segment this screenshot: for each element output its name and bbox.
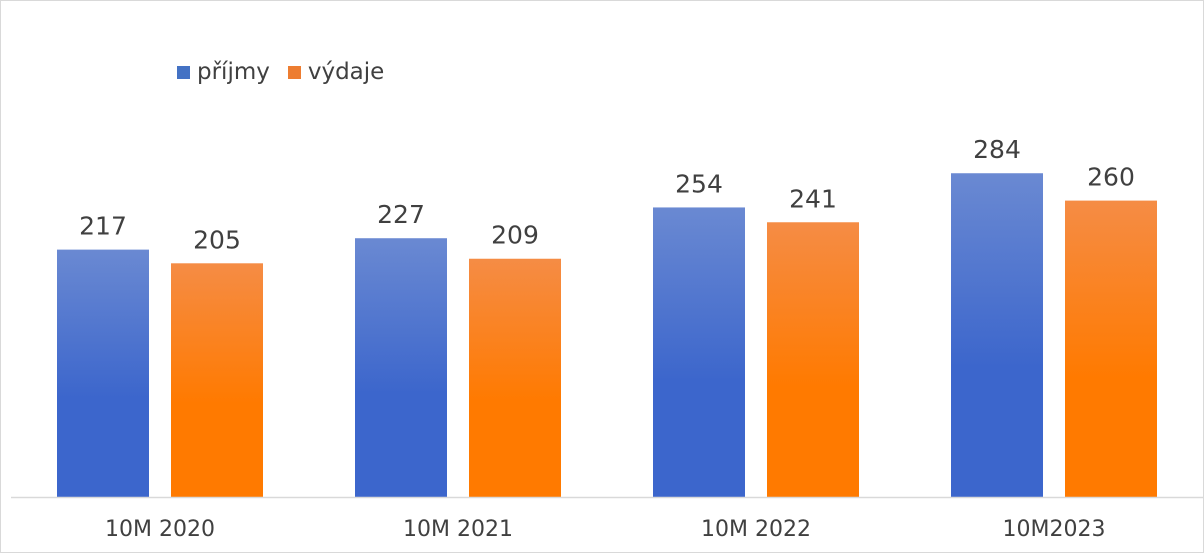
legend-swatch-prijmy: [177, 65, 190, 79]
bar-vydaje-2: [767, 222, 859, 497]
legend-item-prijmy: příjmy: [177, 59, 270, 85]
legend-item-vydaje: výdaje: [287, 59, 385, 85]
x-tick-label: 10M 2022: [701, 517, 811, 542]
data-label-prijmy-3: 284: [973, 135, 1021, 164]
legend-swatch-vydaje: [287, 65, 301, 79]
x-tick-label: 10M 2021: [403, 517, 513, 542]
bar-vydaje-3: [1065, 200, 1157, 497]
data-label-prijmy-0: 217: [79, 212, 127, 241]
bar-prijmy-3: [951, 173, 1043, 498]
data-label-vydaje-3: 260: [1087, 163, 1135, 192]
x-tick-label: 10M 2020: [105, 517, 215, 542]
legend-label-vydaje: výdaje: [307, 59, 385, 85]
data-label-vydaje-0: 205: [193, 225, 241, 254]
x-tick-label: 10M2023: [1003, 517, 1106, 542]
bar-vydaje-1: [469, 258, 561, 497]
legend-label-prijmy: příjmy: [197, 59, 270, 85]
bar-prijmy-0: [57, 249, 149, 497]
bar-prijmy-1: [355, 238, 447, 497]
data-label-vydaje-1: 209: [491, 221, 539, 250]
data-label-prijmy-1: 227: [377, 200, 425, 229]
data-label-vydaje-2: 241: [789, 184, 837, 213]
legend: příjmy výdaje: [177, 59, 402, 85]
data-label-prijmy-2: 254: [675, 169, 723, 198]
bar-vydaje-0: [171, 263, 263, 497]
bar-prijmy-2: [653, 207, 745, 497]
